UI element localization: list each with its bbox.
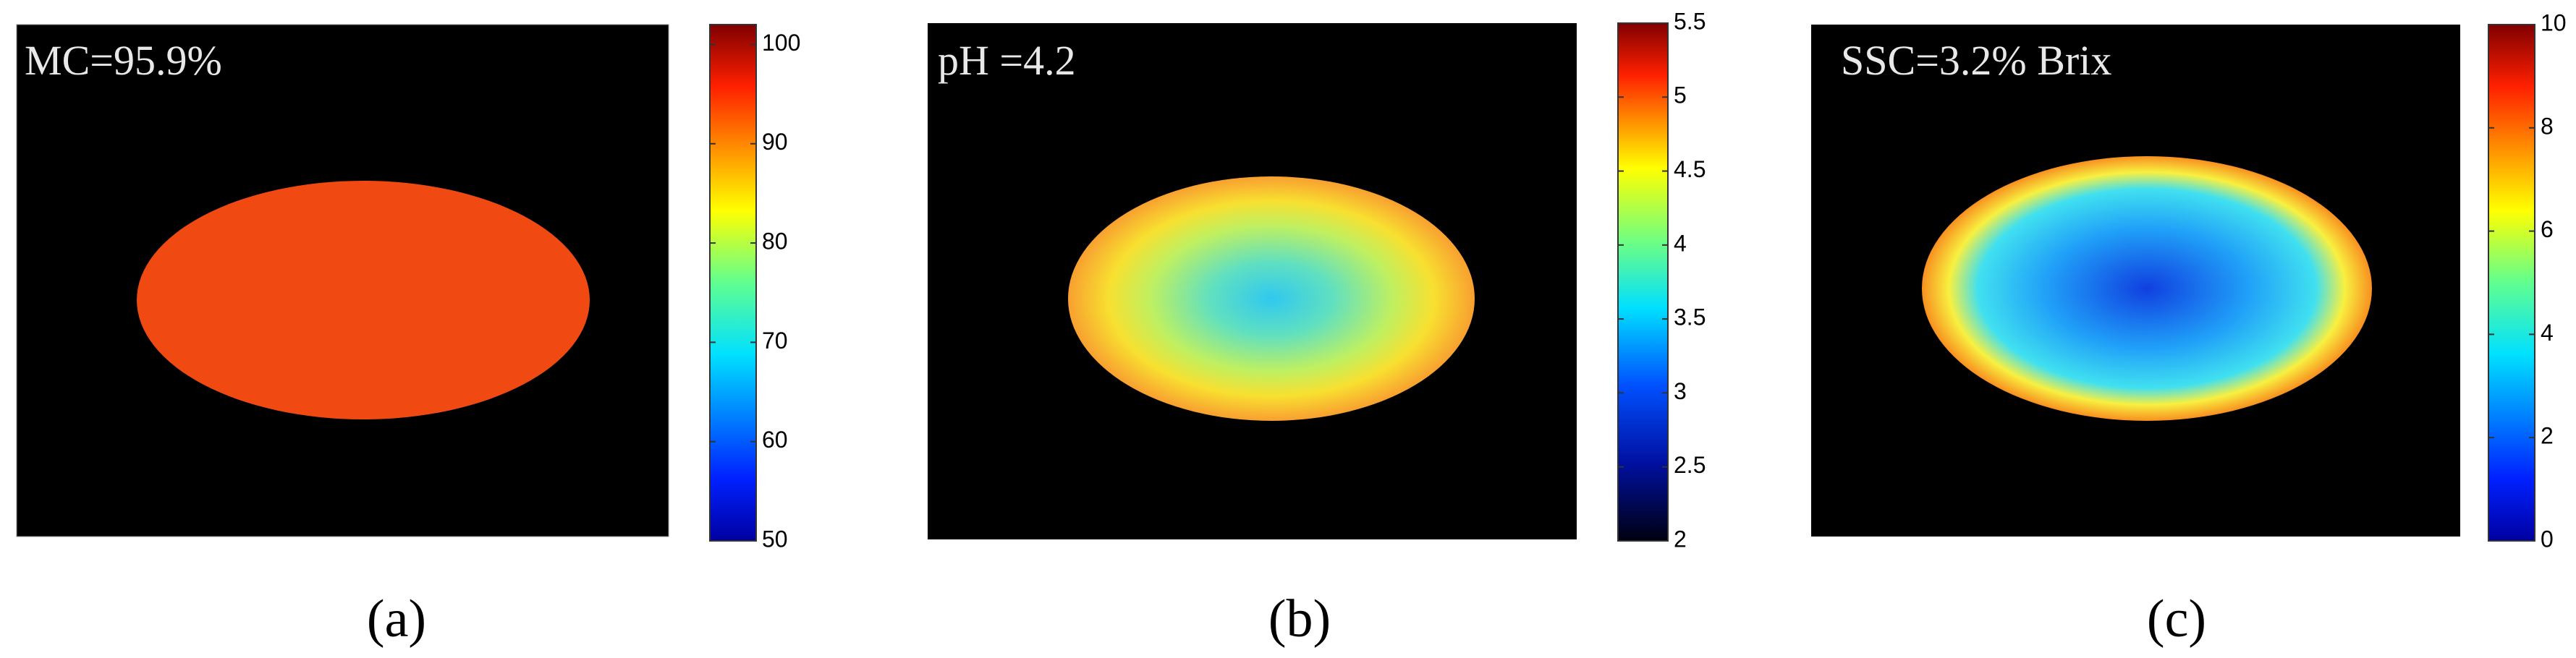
blob-c [1922,156,2372,421]
tick-label: 80 [762,228,788,255]
colorbar [1617,22,1669,542]
tick-label: 5 [1674,82,1687,108]
tick-label: 2.5 [1674,452,1706,478]
tick-label: 4.5 [1674,156,1706,182]
tick-label: 2 [2541,423,2554,449]
caption: (a) [367,589,426,649]
tick-label: 6 [2541,216,2554,242]
tick-label: 10 [2541,9,2567,35]
colorbar [2488,24,2535,542]
tick-label: 5.5 [1674,8,1706,34]
annotation: SSC=3.2% Brix [1841,37,2111,84]
caption: (b) [1268,589,1331,649]
annotation: pH =4.2 [938,37,1076,84]
tick-label: 60 [762,427,788,453]
tick-label: 4 [1674,230,1687,256]
tick-label: 3 [1674,378,1687,404]
tick-label: 8 [2541,113,2554,139]
blob-b [1068,176,1475,421]
tick-label: 50 [762,526,788,552]
tick-label: 4 [2541,320,2554,346]
blob-a [137,181,590,419]
caption: (c) [2147,589,2206,649]
tick-label: 2 [1674,526,1687,552]
colorbar [709,24,757,542]
tick-label: 70 [762,328,788,354]
annotation: MC=95.9% [25,37,222,84]
tick-label: 3.5 [1674,304,1706,330]
tick-label: 100 [762,30,800,56]
tick-label: 0 [2541,526,2554,552]
tick-label: 90 [762,129,788,155]
